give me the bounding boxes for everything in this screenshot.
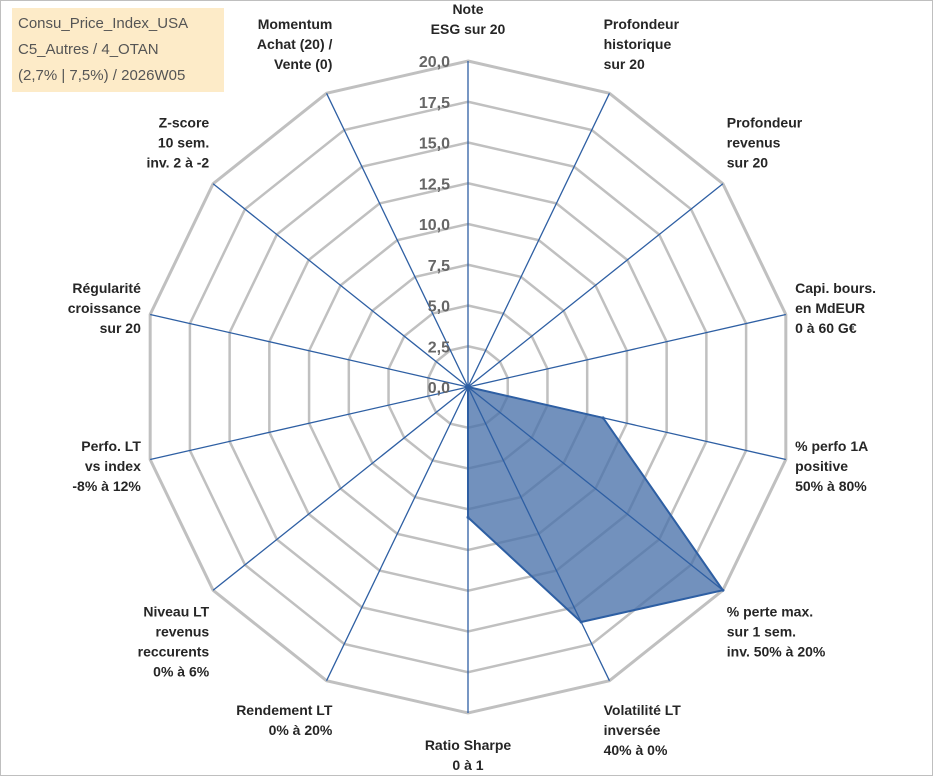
axis-label-line: 0% à 6% (153, 664, 210, 680)
axis-label: Profondeur historique sur 20 (604, 16, 680, 72)
axis-label-line: reccurents (138, 644, 210, 660)
axis-label-line: vs index (85, 458, 141, 474)
axis-label-line: revenus (727, 134, 781, 150)
axis-label-line: Profondeur (604, 16, 680, 32)
axis-label: Z-score 10 sem. inv. 2 à -2 (146, 114, 209, 170)
axis-label-line: Niveau LT (143, 604, 209, 620)
axis-label-line: sur 1 sem. (727, 624, 796, 640)
axis-label-line: Z-score (159, 114, 210, 130)
tick-label: 17,5 (419, 95, 450, 112)
tick-label: 5,0 (428, 299, 450, 316)
axis-label-line: Vente (0) (274, 56, 332, 72)
axis-spoke (467, 183, 724, 388)
tick-label: 20,0 (419, 54, 450, 71)
axis-label: Régularité croissance sur 20 (68, 280, 141, 336)
axis-label-line: 40% à 0% (604, 742, 668, 758)
axis-label: % perfo 1A positive 50% à 80% (795, 438, 868, 494)
axis-label-line: Achat (20) / (257, 36, 333, 52)
axis-label-line: % perte max. (727, 604, 813, 620)
axis-label-line: ESG sur 20 (431, 21, 506, 37)
axis-label-line: Capi. bours. (795, 280, 876, 296)
axis-label-line: 0 à 1 (452, 757, 483, 773)
axis-label: Capi. bours. en MdEUR 0 à 60 G€ (795, 280, 876, 336)
axis-label-line: Volatilité LT (604, 702, 682, 718)
axis-label-line: inv. 2 à -2 (146, 154, 209, 170)
axis-label-line: Régularité (72, 280, 141, 296)
axis-label-line: -8% à 12% (72, 478, 141, 494)
axis-label-line: Rendement LT (236, 702, 333, 718)
axis-spoke (150, 386, 469, 461)
axis-label: Niveau LT revenus reccurents 0% à 6% (138, 604, 210, 680)
axis-label: Perfo. LT vs index -8% à 12% (72, 438, 141, 494)
info-line-category: C5_Autres / 4_OTAN (18, 41, 159, 58)
axis-spoke (467, 93, 611, 388)
axis-label-line: Perfo. LT (81, 438, 141, 454)
axis-label-line: 50% à 80% (795, 478, 867, 494)
tick-label: 15,0 (419, 136, 450, 153)
axis-label-line: Ratio Sharpe (425, 737, 512, 753)
axis-label-line: inv. 50% à 20% (727, 644, 826, 660)
axis-label-layer: Note ESG sur 20 Profondeur historique sur 20… (68, 1, 876, 773)
axis-spoke (325, 93, 469, 388)
axis-label-line: 0% à 20% (269, 722, 333, 738)
tick-layer: 0,0 2,5 5,0 7,5 10,0 12,5 15,0 17,5 20,0 (419, 54, 450, 397)
tick-label: 0,0 (428, 380, 450, 397)
axis-label: Momentum Achat (20) / Vente (0) (257, 16, 333, 72)
axis-label-line: sur 20 (604, 56, 645, 72)
axis-label-line: historique (604, 36, 672, 52)
axis-spoke (150, 313, 469, 388)
axis-label-line: en MdEUR (795, 300, 865, 316)
axis-label-line: inversée (604, 722, 661, 738)
axis-label-line: Momentum (258, 16, 333, 32)
axis-label: Profondeur revenus sur 20 (727, 114, 803, 170)
tick-label: 10,0 (419, 217, 450, 234)
axis-label-line: sur 20 (727, 154, 768, 170)
axis-label-line: 10 sem. (158, 134, 209, 150)
axis-spoke (467, 386, 786, 461)
axis-label: Rendement LT 0% à 20% (236, 702, 333, 738)
axis-label-line: croissance (68, 300, 141, 316)
tick-label: 12,5 (419, 176, 450, 193)
axis-label-line: % perfo 1A (795, 438, 868, 454)
axis-spoke (467, 386, 724, 591)
info-line-symbol: Consu_Price_Index_USA (18, 15, 189, 32)
info-box: Consu_Price_Index_USA C5_Autres / 4_OTAN… (12, 8, 224, 92)
axis-label-line: 0 à 60 G€ (795, 320, 857, 336)
series-layer (466, 385, 725, 624)
axis-spoke (467, 313, 786, 388)
tick-label: 7,5 (428, 258, 450, 275)
spoke-layer (150, 61, 786, 713)
axis-spoke (467, 386, 611, 681)
axis-label-line: sur 20 (100, 320, 141, 336)
axis-label-line: revenus (156, 624, 210, 640)
axis-label-line: positive (795, 458, 848, 474)
tick-label: 2,5 (428, 339, 450, 356)
series-area (467, 385, 725, 624)
axis-label: % perte max. sur 1 sem. inv. 50% à 20% (727, 604, 826, 660)
axis-spoke (212, 183, 469, 388)
axis-label: Note ESG sur 20 (431, 1, 506, 37)
axis-label: Ratio Sharpe 0 à 1 (425, 737, 512, 773)
axis-label-line: Profondeur (727, 114, 803, 130)
axis-spoke (212, 386, 469, 591)
axis-label: Volatilité LT inversée 40% à 0% (604, 702, 682, 758)
info-line-period: (2,7% | 7,5%) / 2026W05 (18, 67, 186, 84)
axis-label-line: Note (452, 1, 483, 17)
axis-spoke (325, 386, 469, 681)
